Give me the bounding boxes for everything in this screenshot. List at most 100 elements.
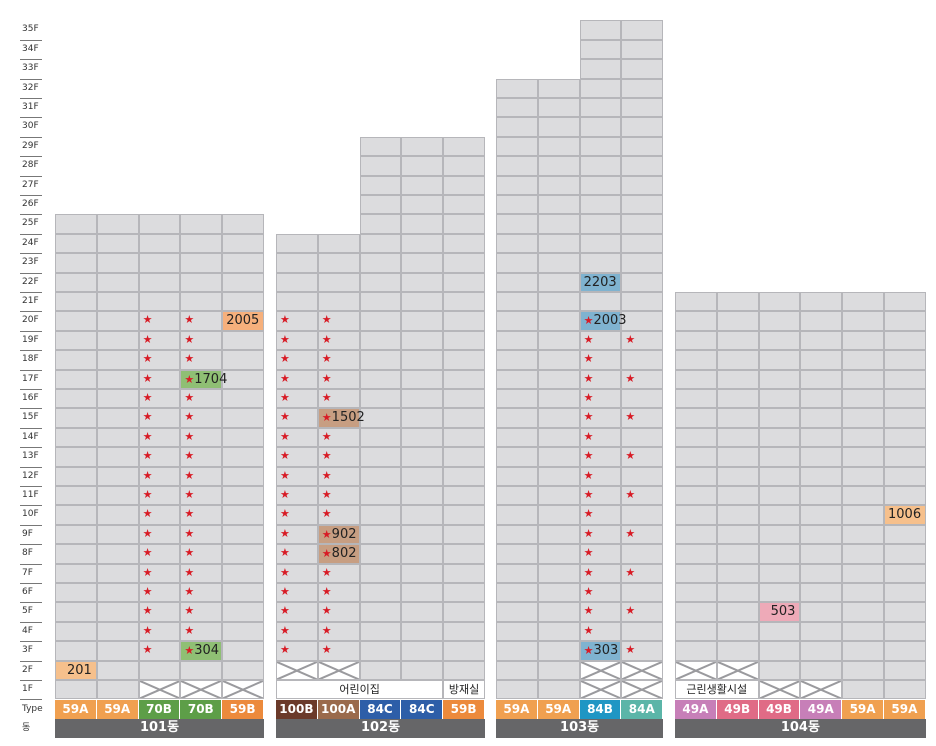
floor-cell	[758, 447, 801, 467]
floor-cell	[621, 136, 664, 157]
floor-cell	[401, 408, 444, 428]
floor-cell	[716, 621, 759, 642]
floor-cell	[55, 544, 97, 564]
floor-label: 7F	[22, 567, 33, 578]
floor-cell	[675, 544, 717, 564]
floor-cell	[496, 369, 538, 389]
unit-highlight: 2005	[222, 311, 264, 331]
floor-cell	[359, 660, 402, 680]
floor-cell	[758, 583, 801, 603]
floor-cell	[222, 486, 264, 506]
void-cell	[579, 680, 622, 700]
floor-cell	[842, 292, 884, 312]
floor-cell	[884, 583, 926, 603]
floor-cell	[443, 466, 485, 486]
floor-cell	[800, 641, 843, 661]
floor-cell	[359, 175, 402, 195]
floor-cell	[496, 602, 538, 622]
floor-cell	[317, 583, 360, 603]
void-cell	[138, 680, 181, 700]
floor-cell	[222, 427, 264, 448]
floor-cell	[496, 505, 538, 525]
floor-divider	[20, 544, 42, 546]
floor-cell	[138, 486, 181, 506]
floor-cell	[496, 78, 538, 98]
floor-cell	[884, 544, 926, 564]
unit-number: 2203	[583, 274, 617, 290]
floor-cell	[276, 466, 318, 486]
floor-cell	[675, 505, 717, 525]
floor-label: 3F	[22, 645, 33, 656]
unit-highlight: 1006	[884, 505, 926, 525]
floor-cell	[758, 563, 801, 583]
floor-cell	[443, 136, 485, 157]
star-icon: ★	[142, 488, 153, 501]
floor-cell	[96, 292, 139, 312]
floor-divider	[20, 330, 42, 332]
floor-cell	[359, 369, 402, 389]
floor-cell	[443, 272, 485, 292]
floor-divider	[20, 59, 42, 61]
star-icon: ★	[321, 488, 332, 501]
floor-cell	[496, 486, 538, 506]
star-icon: ★	[184, 449, 195, 463]
floor-cell	[138, 524, 181, 545]
unit-type-cell: 59A	[537, 700, 580, 719]
star-icon: ★	[142, 507, 153, 521]
floor-cell	[55, 214, 97, 234]
floor-cell	[496, 524, 538, 545]
floor-cell	[579, 214, 622, 234]
unit-type-cell: 59A	[96, 700, 139, 719]
unit-highlight: ★902	[317, 524, 360, 545]
floor-cell	[401, 195, 444, 215]
floor-cell	[317, 233, 360, 254]
floor-cell	[401, 233, 444, 254]
floor-cell	[842, 602, 884, 622]
unit-highlight: ★1502	[317, 408, 365, 428]
star-icon: ★	[321, 565, 332, 579]
star-icon: ★	[625, 565, 636, 579]
star-icon: ★	[583, 644, 594, 658]
unit-number: 2003	[593, 313, 627, 329]
floor-cell	[884, 641, 926, 661]
floor-cell	[138, 389, 181, 409]
floor-cell	[401, 350, 444, 370]
floor-cell	[621, 59, 664, 79]
floor-cell	[621, 583, 664, 603]
floor-cell	[842, 563, 884, 583]
floor-cell	[537, 156, 580, 176]
unit-type-cell: 84C	[359, 700, 402, 719]
floor-cell	[716, 389, 759, 409]
floor-cell	[716, 563, 759, 583]
floor-cell	[496, 563, 538, 583]
floor-cell	[800, 447, 843, 467]
floor-cell	[222, 583, 264, 603]
floor-cell	[800, 544, 843, 564]
floor-cell	[716, 641, 759, 661]
floor-cell	[579, 466, 622, 486]
floor-cell	[401, 486, 444, 506]
floor-cell	[537, 660, 580, 680]
floor-cell	[317, 369, 360, 389]
floor-cell	[180, 486, 223, 506]
floor-cell	[138, 602, 181, 622]
floor-cell	[579, 447, 622, 467]
floor-cell	[496, 389, 538, 409]
star-icon: ★	[625, 488, 636, 501]
floor-cell	[675, 408, 717, 428]
floor-cell	[138, 621, 181, 642]
floor-cell	[621, 292, 664, 312]
floor-cell	[138, 272, 181, 292]
floor-cell	[276, 389, 318, 409]
floor-cell	[579, 583, 622, 603]
floor-cell	[758, 621, 801, 642]
floor-cell	[222, 544, 264, 564]
floor-cell	[842, 447, 884, 467]
floor-cell	[276, 272, 318, 292]
floor-cell	[359, 389, 402, 409]
floor-cell	[138, 447, 181, 467]
floor-label: 4F	[22, 625, 33, 636]
floor-cell	[443, 660, 485, 680]
star-icon: ★	[280, 604, 290, 618]
floor-cell	[884, 427, 926, 448]
